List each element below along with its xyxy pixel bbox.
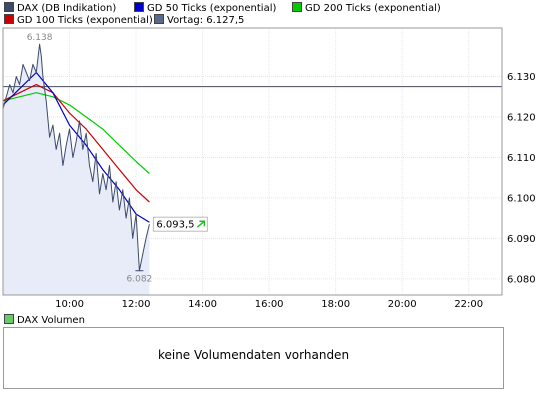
legend-label-gd50: GD 50 Ticks (exponential) xyxy=(147,3,277,14)
legend-label-gd100: GD 100 Ticks (exponential) xyxy=(17,15,153,26)
volume-swatch xyxy=(4,314,14,324)
price-chart: 6.080 6.090 6.100 6.110 6.120 6.130 10:00 12:0… xyxy=(2,27,536,310)
x-tick-label: 18:00 xyxy=(321,299,350,310)
y-tick-label: 6.100 xyxy=(507,193,536,204)
plot-frame xyxy=(2,27,503,296)
y-tick-label: 6.120 xyxy=(507,113,536,124)
volume-panel: keine Volumendaten vorhanden xyxy=(3,327,504,389)
legend-swatch-gd200 xyxy=(292,2,302,12)
legend-label-vortag: Vortag: 6.127,5 xyxy=(167,15,245,26)
dax-line xyxy=(2,43,150,272)
y-tick-label: 6.130 xyxy=(507,72,536,83)
volume-empty-message: keine Volumendaten vorhanden xyxy=(157,348,350,362)
legend-item-gd50: GD 50 Ticks (exponential) xyxy=(134,2,276,15)
legend-item-vortag: Vortag: 6.127,5 xyxy=(154,14,244,27)
high-label: 6.138 xyxy=(27,33,53,43)
legend-label-dax: DAX (DB Indikation) xyxy=(17,3,117,14)
legend-item-dax: DAX (DB Indikation) xyxy=(4,2,116,15)
gd100-line xyxy=(2,83,150,203)
last-price-box xyxy=(152,216,208,232)
legend-swatch-gd50 xyxy=(134,2,144,12)
legend-swatch-vortag xyxy=(154,14,164,24)
low-label: 6.082 xyxy=(127,275,153,285)
price-area-fill xyxy=(3,44,150,296)
last-price-label: 6.093,5 xyxy=(156,220,194,231)
legend-label-gd200: GD 200 Ticks (exponential) xyxy=(305,3,441,14)
arrow-up-right-icon xyxy=(196,220,206,228)
y-tick-label: 6.110 xyxy=(507,153,536,164)
gd200-line xyxy=(2,92,150,175)
y-axis-ticks: 6.080 6.090 6.100 6.110 6.120 6.130 xyxy=(507,72,536,285)
price-area xyxy=(3,44,150,296)
legend-swatch-gd100 xyxy=(4,14,14,24)
x-tick-label: 20:00 xyxy=(388,299,417,310)
volume-legend-label: DAX Volumen xyxy=(17,315,85,326)
x-tick-label: 16:00 xyxy=(255,299,284,310)
legend-item-gd200: GD 200 Ticks (exponential) xyxy=(292,2,441,15)
x-tick-label: 22:00 xyxy=(454,299,483,310)
x-tick-label: 12:00 xyxy=(122,299,151,310)
annotations: 6.138 6.082 6.093,5 xyxy=(27,33,208,285)
x-axis-ticks: 10:00 12:00 14:00 16:00 18:00 20:00 22:00 xyxy=(55,299,483,310)
x-tick-label: 14:00 xyxy=(188,299,217,310)
legend-swatch-dax xyxy=(4,2,14,12)
x-tick-label: 10:00 xyxy=(55,299,84,310)
y-tick-label: 6.080 xyxy=(507,274,536,285)
y-tick-label: 6.090 xyxy=(507,234,536,245)
volume-legend: DAX Volumen xyxy=(4,314,85,326)
legend-item-gd100: GD 100 Ticks (exponential) xyxy=(4,14,153,27)
series-group xyxy=(2,43,150,272)
gd50-line xyxy=(2,71,150,223)
